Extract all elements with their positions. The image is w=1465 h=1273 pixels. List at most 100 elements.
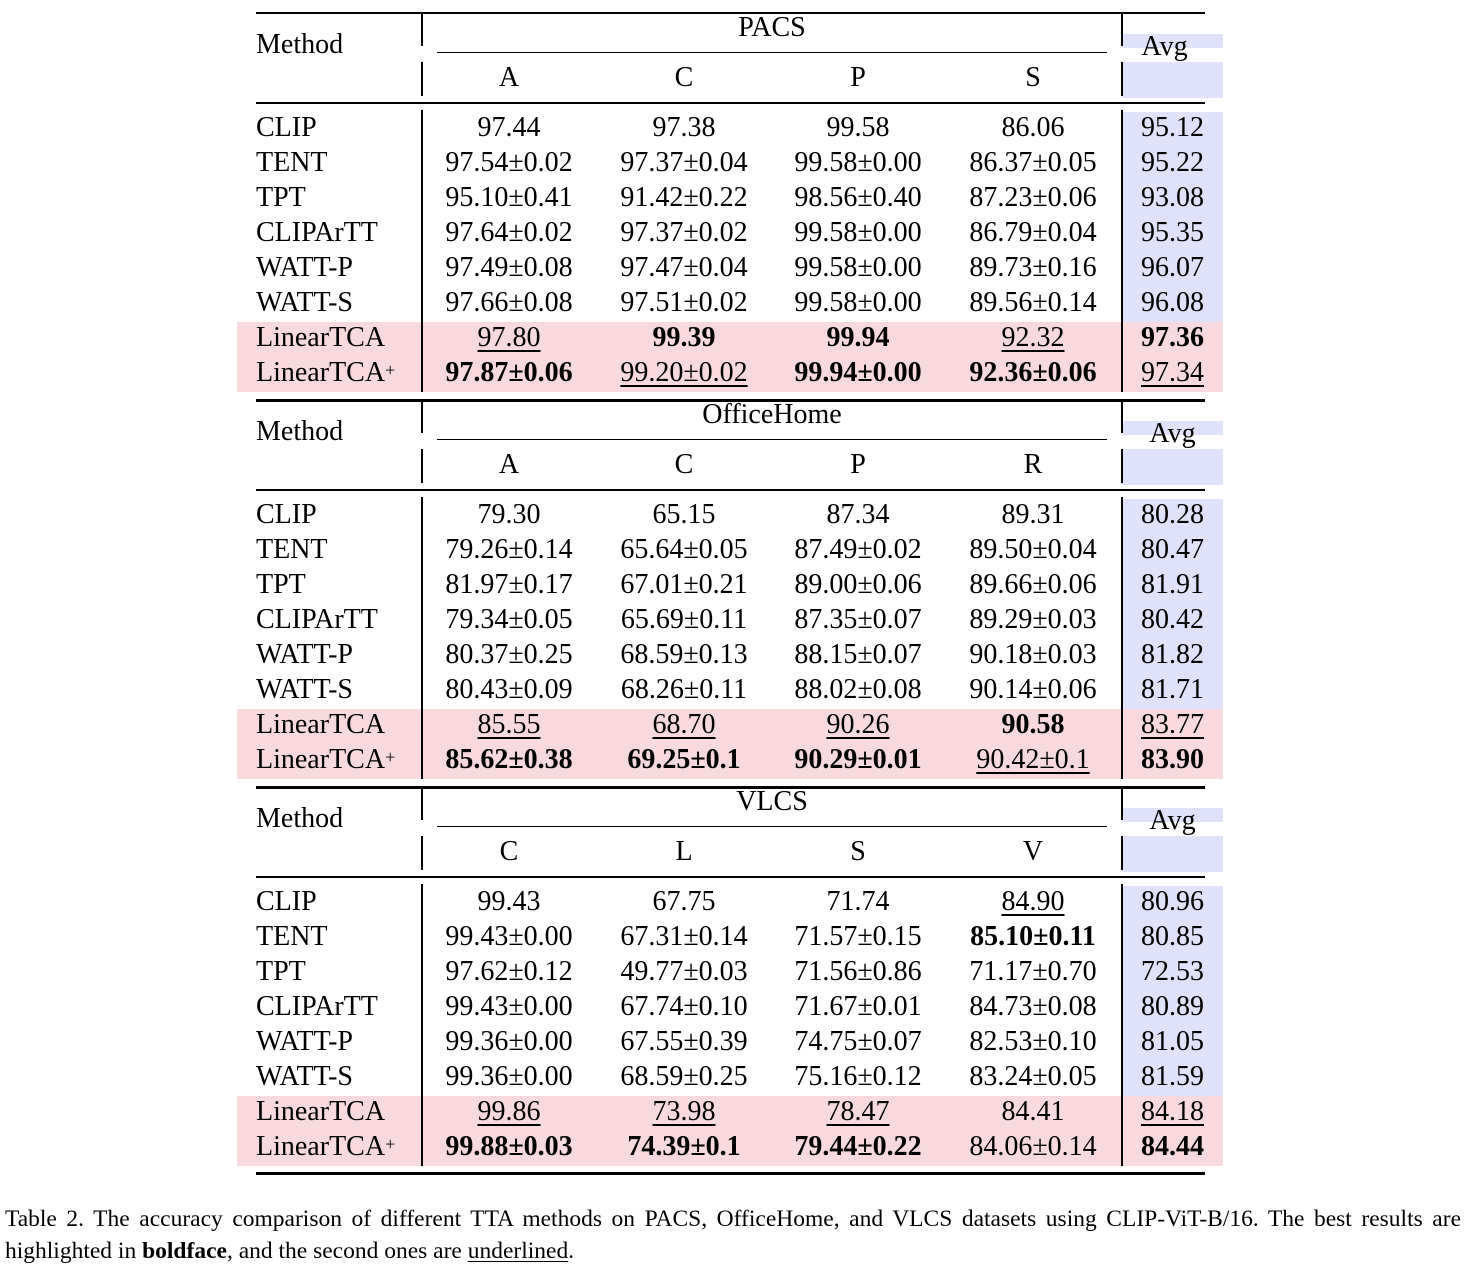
method-label: LinearTCA [256, 1096, 386, 1127]
accuracy-cell: 89.73±0.16 [946, 250, 1121, 285]
avg-col-separator [1121, 449, 1123, 483]
avg-header: Avg [1149, 805, 1196, 836]
dataset-header: VLCS [736, 786, 808, 817]
avg-col-separator [1121, 401, 1123, 433]
caption-text-3: . [568, 1238, 575, 1264]
accuracy-value: 90.29±0.01 [794, 744, 922, 775]
avg-cell: 80.42 [1122, 602, 1223, 637]
accuracy-value: 99.43 [477, 886, 541, 917]
method-name: WATT-P [256, 637, 353, 672]
top-rule [256, 786, 1205, 789]
method-name: WATT-P [256, 250, 353, 285]
accuracy-value: 97.80 [477, 322, 541, 353]
method-name: LinearTCA [256, 320, 385, 355]
accuracy-value: 67.01±0.21 [620, 569, 748, 600]
avg-value: 95.12 [1141, 112, 1204, 143]
accuracy-cell: 69.25±0.1 [597, 742, 772, 777]
caption-text-2: , and the second ones are [226, 1238, 468, 1264]
avg-header-highlight [1122, 808, 1223, 822]
accuracy-cell: 89.00±0.06 [771, 567, 946, 602]
ours-rows-highlight [237, 1096, 1223, 1166]
accuracy-value: 80.37±0.25 [445, 639, 573, 670]
accuracy-value: 89.00±0.06 [794, 569, 922, 600]
avg-cell: 97.34 [1122, 355, 1223, 390]
accuracy-cell: 82.53±0.10 [946, 1024, 1121, 1059]
accuracy-value: 97.47±0.04 [620, 252, 748, 283]
accuracy-cell: 99.58±0.00 [771, 215, 946, 250]
domain-header: A [498, 62, 520, 93]
avg-value: 84.18 [1141, 1096, 1204, 1127]
method-name: LinearTCA+ [256, 742, 395, 777]
avg-value: 81.91 [1141, 569, 1204, 600]
accuracy-cell: 65.64±0.05 [597, 532, 772, 567]
accuracy-cell: 71.17±0.70 [946, 954, 1121, 989]
accuracy-cell: 99.43±0.00 [422, 919, 597, 954]
accuracy-cell: 89.56±0.14 [946, 285, 1121, 320]
accuracy-cell: 67.01±0.21 [597, 567, 772, 602]
method-label: TENT [256, 147, 328, 178]
method-name: TENT [256, 919, 328, 954]
accuracy-cell: 68.26±0.11 [597, 672, 772, 707]
method-label: CLIP [256, 499, 317, 530]
avg-cell: 95.22 [1122, 145, 1223, 180]
accuracy-value: 92.32 [1001, 322, 1065, 353]
accuracy-cell: 99.86 [422, 1094, 597, 1129]
method-label: WATT-P [256, 1026, 353, 1057]
method-name: LinearTCA [256, 707, 385, 742]
avg-value: 93.08 [1141, 182, 1204, 213]
accuracy-cell: 99.88±0.03 [422, 1129, 597, 1164]
method-name: WATT-S [256, 285, 353, 320]
avg-cell: 81.59 [1122, 1059, 1223, 1094]
accuracy-cell: 97.44 [422, 110, 597, 145]
ours-rows-highlight [237, 322, 1223, 392]
avg-subheader-highlight [1122, 62, 1223, 98]
avg-column-highlight [1122, 499, 1223, 709]
avg-col-separator [1121, 14, 1123, 46]
method-col-separator [421, 497, 423, 779]
accuracy-value: 90.26 [826, 709, 890, 740]
avg-header: Avg [1141, 31, 1188, 62]
accuracy-value: 89.31 [1001, 499, 1065, 530]
top-rule [256, 12, 1205, 14]
caption-underlined-word: underlined [467, 1238, 569, 1264]
accuracy-value: 67.55±0.39 [620, 1026, 748, 1057]
accuracy-value: 99.58±0.00 [794, 217, 922, 248]
accuracy-cell: 75.16±0.12 [771, 1059, 946, 1094]
avg-subheader-highlight [1122, 836, 1223, 872]
avg-cell: 81.82 [1122, 637, 1223, 672]
accuracy-cell: 88.02±0.08 [771, 672, 946, 707]
accuracy-cell: 80.43±0.09 [422, 672, 597, 707]
accuracy-cell: 99.58±0.00 [771, 145, 946, 180]
avg-cell: 80.89 [1122, 989, 1223, 1024]
method-name: CLIPArTT [256, 989, 378, 1024]
avg-col-separator [1121, 62, 1123, 96]
accuracy-cell: 85.55 [422, 707, 597, 742]
avg-value: 80.89 [1141, 991, 1204, 1022]
method-col-separator [421, 884, 423, 1166]
method-name: TPT [256, 567, 306, 602]
accuracy-value: 99.20±0.02 [620, 357, 748, 388]
avg-col-separator [1121, 884, 1123, 1166]
accuracy-cell: 97.47±0.04 [597, 250, 772, 285]
domain-header: C [674, 449, 694, 480]
accuracy-cell: 99.39 [597, 320, 772, 355]
method-label: LinearTCA [256, 322, 386, 353]
accuracy-cell: 81.97±0.17 [422, 567, 597, 602]
accuracy-cell: 98.56±0.40 [771, 180, 946, 215]
accuracy-cell: 79.44±0.22 [771, 1129, 946, 1164]
accuracy-cell: 90.14±0.06 [946, 672, 1121, 707]
accuracy-value: 68.70 [652, 709, 716, 740]
accuracy-value: 99.94±0.00 [794, 357, 922, 388]
method-name: CLIP [256, 497, 317, 532]
accuracy-cell: 99.58±0.00 [771, 285, 946, 320]
method-header: Method [256, 803, 344, 834]
method-name: CLIP [256, 110, 317, 145]
accuracy-cell: 87.23±0.06 [946, 180, 1121, 215]
avg-header: Avg [1149, 418, 1196, 449]
method-header: Method [256, 29, 344, 60]
avg-cell: 95.35 [1122, 215, 1223, 250]
accuracy-value: 98.56±0.40 [794, 182, 922, 213]
accuracy-value: 97.54±0.02 [445, 147, 573, 178]
avg-cell: 83.90 [1122, 742, 1223, 777]
accuracy-cell: 97.54±0.02 [422, 145, 597, 180]
